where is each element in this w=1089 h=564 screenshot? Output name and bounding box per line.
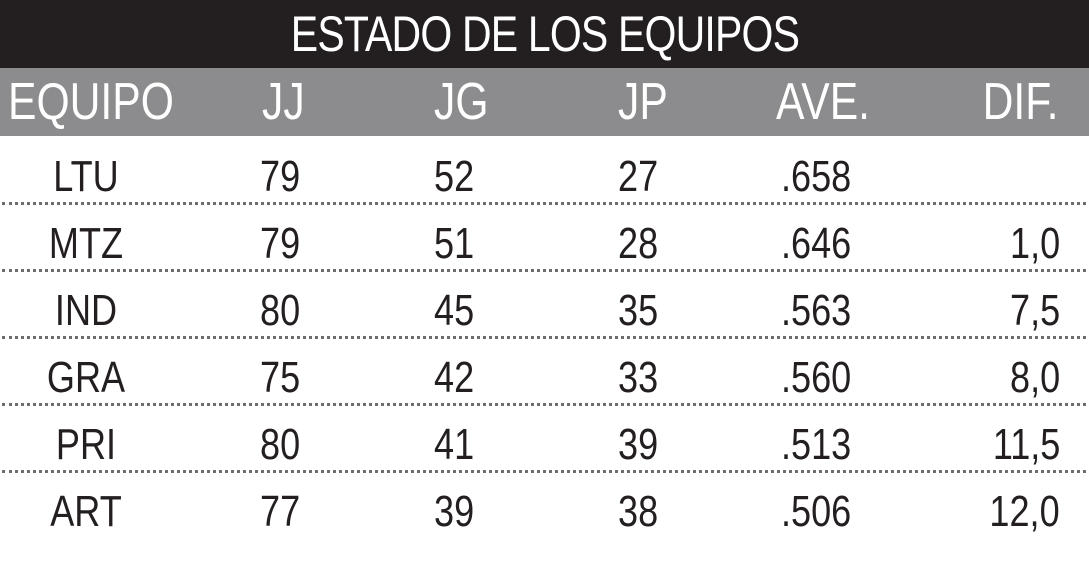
cell-jp: 28 <box>618 219 659 268</box>
cell-equipo: ART <box>50 487 122 536</box>
cell-jj: 75 <box>260 353 301 402</box>
cell-jp: 35 <box>618 286 659 335</box>
table-title-bar: ESTADO DE LOS EQUIPOS <box>0 0 1089 68</box>
cell-ave: .646 <box>781 219 852 268</box>
cell-jj: 80 <box>260 420 301 469</box>
table-header-row <box>0 68 1089 136</box>
cell-dif: 7,5 <box>1009 286 1060 335</box>
row-divider <box>2 202 1086 205</box>
cell-jp: 39 <box>618 420 659 469</box>
cell-jj: 77 <box>260 487 301 536</box>
cell-jg: 51 <box>434 219 475 268</box>
cell-jg: 41 <box>434 420 475 469</box>
cell-jp: 27 <box>618 152 659 201</box>
cell-jg: 45 <box>434 286 475 335</box>
cell-dif: 11,5 <box>992 420 1060 469</box>
cell-jj: 79 <box>260 219 301 268</box>
cell-jg: 52 <box>434 152 475 201</box>
cell-dif: 1,0 <box>1009 219 1060 268</box>
cell-jj: 79 <box>260 152 301 201</box>
table-title: ESTADO DE LOS EQUIPOS <box>290 6 799 62</box>
cell-equipo: MTZ <box>48 219 124 268</box>
cell-ave: .563 <box>781 286 852 335</box>
row-divider <box>2 269 1086 272</box>
cell-jp: 33 <box>618 353 659 402</box>
cell-dif: 8,0 <box>1009 353 1060 402</box>
cell-dif: 12,0 <box>989 487 1060 536</box>
row-divider <box>2 403 1086 406</box>
header-jg: JG <box>434 73 489 131</box>
header-jj: JJ <box>262 73 305 131</box>
cell-jj: 80 <box>260 286 301 335</box>
cell-ave: .658 <box>781 152 852 201</box>
cell-jg: 39 <box>434 487 475 536</box>
cell-equipo: LTU <box>53 152 119 201</box>
header-jp: JP <box>618 73 668 131</box>
row-divider <box>2 470 1086 473</box>
cell-jp: 38 <box>618 487 659 536</box>
cell-equipo: IND <box>54 286 118 335</box>
cell-ave: .513 <box>781 420 852 469</box>
row-divider <box>2 336 1086 339</box>
cell-equipo: GRA <box>46 353 126 402</box>
cell-ave: .506 <box>781 487 852 536</box>
cell-equipo: PRI <box>55 420 117 469</box>
header-dif: DIF. <box>982 73 1058 131</box>
header-equipo: EQUIPO <box>8 73 174 131</box>
cell-ave: .560 <box>781 353 852 402</box>
header-ave: AVE. <box>776 73 871 131</box>
cell-jg: 42 <box>434 353 475 402</box>
